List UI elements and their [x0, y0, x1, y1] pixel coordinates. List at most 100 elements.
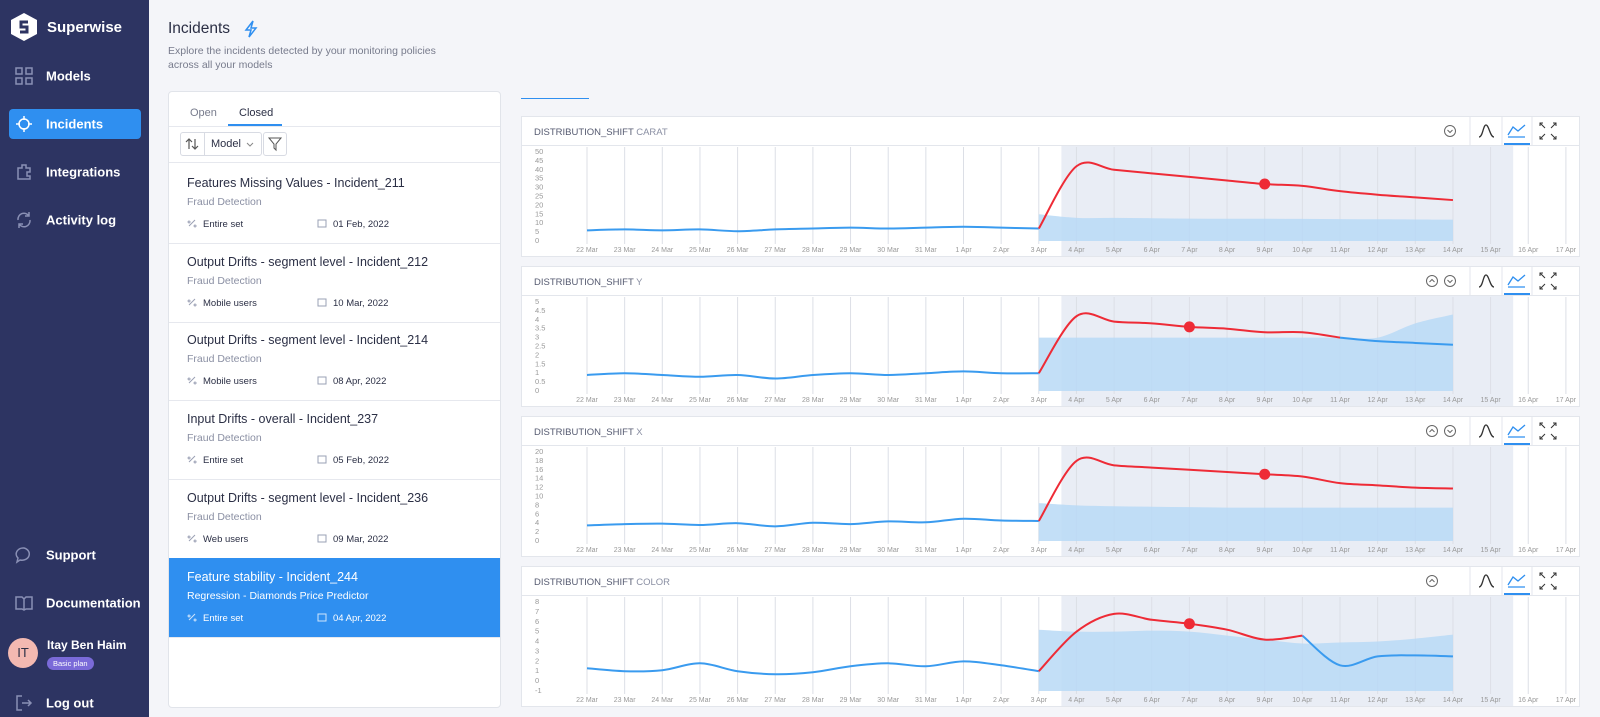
incident-item[interactable]: Output Drifts - segment level - Incident…	[169, 479, 500, 559]
collapse-button[interactable]	[1426, 275, 1438, 287]
x-tick-label: 3 Apr	[1031, 247, 1048, 254]
smooth-toggle[interactable]	[1478, 274, 1495, 288]
y-tick-label: 40	[535, 165, 543, 174]
filter-button[interactable]	[263, 132, 287, 156]
y-tick-label: 5	[535, 297, 539, 306]
sort-control[interactable]: Model	[180, 132, 262, 156]
sort-field[interactable]: Model	[211, 138, 241, 150]
icon-shape	[1426, 575, 1438, 587]
x-tick-label: 16 Apr	[1518, 247, 1539, 254]
y-tick-label: 7	[535, 607, 539, 616]
dropdown-icon	[246, 142, 254, 147]
x-tick-label: 5 Apr	[1106, 697, 1123, 704]
chart: DISTRIBUTION_SHIFT Y22 Mar 23 Mar 24 Mar 25…	[522, 267, 1579, 406]
y-tick-label: 10	[535, 491, 543, 500]
x-tick-label: 31 Mar	[915, 397, 937, 404]
x-tick-label: 1 Apr	[955, 397, 972, 404]
segment-icon	[187, 298, 197, 307]
x-tick-label: 3 Apr	[1031, 397, 1048, 404]
highlight-point	[1183, 618, 1195, 630]
expand-button[interactable]	[1539, 272, 1557, 290]
page-subtitle: Explore the incidents detected by your m…	[168, 45, 436, 71]
segment-icon	[187, 219, 197, 228]
x-tick-label: 24 Mar	[651, 397, 673, 404]
y-tick-label: 20	[535, 200, 543, 209]
x-tick-label: 5 Apr	[1106, 397, 1123, 404]
highlight-point	[1259, 178, 1271, 190]
y-tick-label: 18	[535, 456, 543, 465]
x-tick-label: 25 Mar	[689, 247, 711, 254]
nav-item[interactable]: Integrations	[46, 164, 121, 180]
tab[interactable]: Closed	[239, 107, 274, 119]
band-toggle[interactable]	[1507, 574, 1526, 588]
x-tick-label: 9 Apr	[1257, 547, 1274, 554]
expand-button[interactable]	[1539, 572, 1557, 590]
y-tick-label: 0.5	[535, 377, 545, 386]
nav-item[interactable]: Support	[46, 547, 96, 563]
nav-item[interactable]: Activity log	[46, 212, 117, 228]
nav-item[interactable]: Documentation	[46, 595, 141, 611]
icon-shape	[187, 298, 197, 307]
logo	[11, 13, 37, 41]
x-tick-label: 4 Apr	[1068, 247, 1085, 254]
nav-item[interactable]: Incidents	[46, 116, 104, 132]
x-tick-label: 15 Apr	[1480, 247, 1501, 254]
nav-icon	[15, 547, 30, 564]
icon-shape	[1447, 129, 1453, 134]
x-tick-label: 11 Apr	[1330, 397, 1350, 404]
x-tick-label: 4 Apr	[1068, 547, 1085, 554]
x-tick-label: 29 Mar	[840, 397, 862, 404]
title-prefix: DISTRIBUTION_SHIFT	[534, 277, 634, 288]
band-toggle[interactable]	[1507, 274, 1526, 288]
incident-title: Feature stability - Incident_244	[187, 569, 358, 584]
x-tick-label: 13 Apr	[1405, 397, 1426, 404]
band-toggle[interactable]	[1507, 124, 1526, 138]
x-tick-label: 22 Mar	[576, 397, 598, 404]
x-tick-label: 12 Apr	[1368, 247, 1389, 254]
title-prefix: DISTRIBUTION_SHIFT	[534, 427, 634, 438]
incident-item[interactable]: Output Drifts - segment level - Incident…	[169, 321, 500, 402]
sort-icon	[185, 138, 199, 150]
incident-item[interactable]: Output Drifts - segment level - Incident…	[169, 243, 500, 323]
smooth-toggle[interactable]	[1478, 124, 1495, 138]
x-tick-label: 24 Mar	[651, 547, 673, 554]
icon-shape	[187, 377, 197, 385]
expand-button[interactable]	[1539, 122, 1557, 140]
y-tick-label: 4.5	[535, 306, 545, 315]
band-toggle[interactable]	[1507, 424, 1526, 438]
nav-icon	[17, 164, 31, 180]
smooth-toggle[interactable]	[1478, 424, 1495, 438]
x-tick-label: 14 Apr	[1443, 697, 1464, 704]
x-tick-label: 28 Mar	[802, 547, 824, 554]
title-feature: COLOR	[636, 577, 670, 588]
collapse-button[interactable]	[1426, 425, 1438, 437]
x-tick-label: 2 Apr	[993, 547, 1010, 554]
tab[interactable]: Open	[190, 107, 217, 119]
chart-title: DISTRIBUTION_SHIFT Y	[534, 277, 643, 288]
y-tick-label: 6	[535, 509, 539, 518]
incident-item[interactable]: Features Missing Values - Incident_211 Fr…	[169, 164, 500, 244]
collapse-button[interactable]	[1444, 275, 1456, 287]
y-tick-label: 3.5	[535, 324, 545, 333]
collapse-button[interactable]	[1444, 425, 1456, 437]
collapse-button[interactable]	[1444, 125, 1456, 137]
incident-item[interactable]: Feature stability - Incident_244 Regressi…	[169, 557, 500, 638]
avatar[interactable]: IT	[8, 638, 38, 668]
nav-item[interactable]: Log out	[46, 695, 94, 711]
smooth-toggle[interactable]	[1478, 574, 1495, 588]
expand-button[interactable]	[1539, 422, 1557, 440]
metric-line	[586, 517, 1039, 528]
icon-shape	[1444, 275, 1456, 287]
collapse-button[interactable]	[1426, 575, 1438, 587]
nav-icon	[16, 116, 32, 132]
incident-item[interactable]: Input Drifts - overall - Incident_237 Fra…	[169, 400, 500, 481]
x-tick-label: 24 Mar	[651, 247, 673, 254]
x-tick-label: 9 Apr	[1257, 397, 1274, 404]
x-tick-label: 30 Mar	[877, 397, 899, 404]
calendar-icon	[317, 534, 327, 543]
x-tick-label: 22 Mar	[576, 547, 598, 554]
nav-item[interactable]: Models	[46, 68, 91, 84]
calendar-icon	[317, 219, 327, 228]
divider	[169, 162, 500, 163]
y-tick-label: 4	[535, 315, 539, 324]
